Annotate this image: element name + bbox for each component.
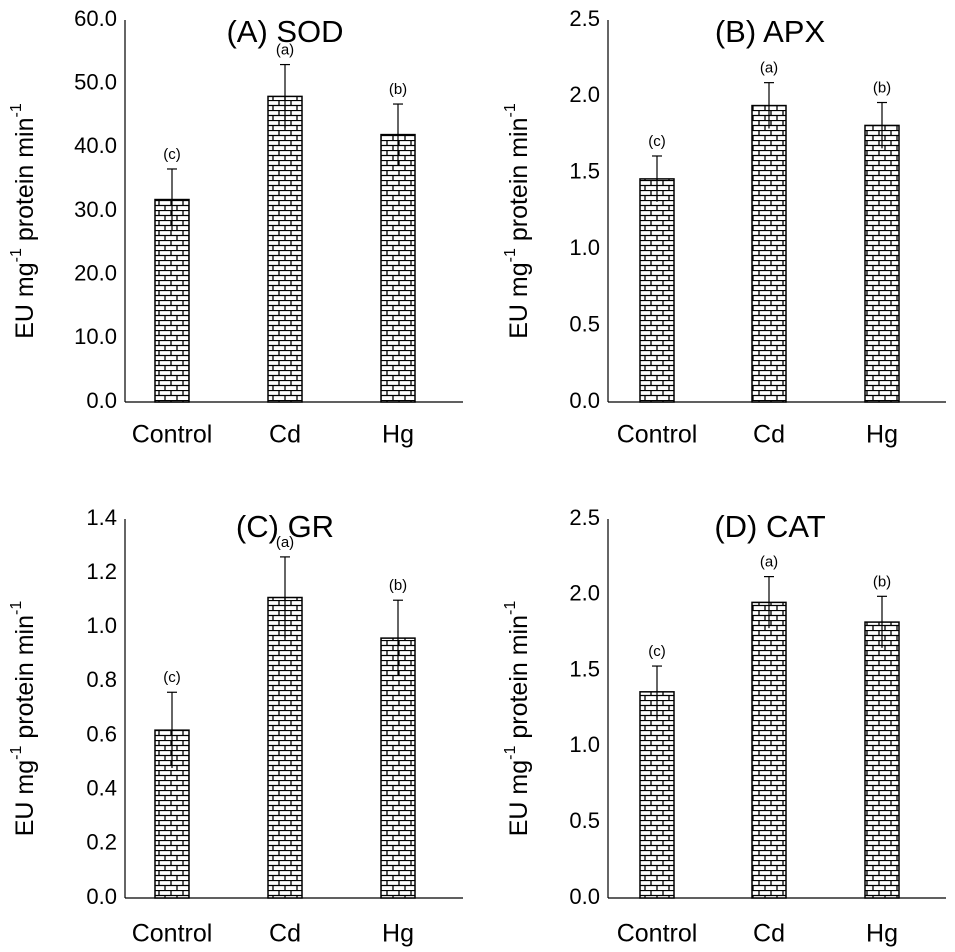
significance-label: (c) (163, 146, 181, 163)
significance-label: (c) (163, 669, 181, 686)
chart-panel-3: (C) GR EU mg-1 protein min-1 0.0 0.2 0.4 0.6 0… (8, 505, 463, 948)
significance-label: (b) (389, 81, 407, 98)
y-tick-label: 0.8 (86, 667, 117, 692)
y-tick-label: 0.0 (86, 884, 117, 909)
y-tick-label: 0.4 (86, 776, 117, 801)
y-tick-label: 1.2 (86, 559, 117, 584)
significance-label: (a) (276, 534, 294, 551)
y-tick-label: 20.0 (74, 260, 117, 285)
y-axis-label: EU mg-1 protein min-1 (502, 601, 532, 837)
bar-control (639, 178, 675, 403)
bar-control (154, 198, 190, 403)
bar-hg (380, 133, 416, 403)
x-tick-label: Cd (269, 920, 301, 948)
y-tick-label: 40.0 (74, 133, 117, 158)
y-tick-label: 1.4 (86, 505, 117, 530)
y-tick-label: 1.5 (569, 656, 600, 681)
bar-hg (864, 124, 900, 403)
x-tick-label: Cd (753, 421, 785, 449)
y-axis-label: EU mg-1 protein min-1 (8, 601, 38, 837)
significance-label: (a) (760, 60, 778, 77)
y-tick-label: 1.5 (569, 159, 600, 184)
significance-label: (b) (873, 573, 891, 590)
x-tick-label: Hg (866, 920, 898, 948)
significance-label: (a) (276, 42, 294, 59)
bar-cd (751, 601, 787, 899)
x-tick-label: Cd (753, 920, 785, 948)
y-tick-label: 1.0 (569, 732, 600, 757)
y-tick-label: 0.5 (569, 311, 600, 336)
x-tick-label: Control (617, 920, 698, 948)
chart-title: (B) APX (715, 14, 826, 49)
y-tick-label: 0.0 (86, 388, 117, 413)
x-tick-label: Control (132, 421, 213, 449)
significance-label: (b) (389, 577, 407, 594)
chart-panel-2: (B) APX EU mg-1 protein min-1 0.0 0.5 1.0 1.5… (502, 6, 946, 449)
chart-title: (C) GR (236, 509, 334, 544)
x-tick-label: Control (617, 421, 698, 449)
chart-title: (D) CAT (714, 509, 825, 544)
significance-label: (c) (648, 643, 666, 660)
x-tick-label: Hg (382, 920, 414, 948)
x-tick-label: Cd (269, 421, 301, 449)
y-tick-label: 2.0 (569, 581, 600, 606)
chart-panel-4: (D) CAT EU mg-1 protein min-1 0.0 0.5 1.0 1.5… (502, 505, 946, 948)
y-tick-label: 0.0 (569, 388, 600, 413)
significance-label: (a) (760, 554, 778, 571)
y-tick-label: 2.5 (569, 505, 600, 530)
y-tick-label: 60.0 (74, 6, 117, 31)
y-tick-label: 1.0 (569, 235, 600, 260)
bar-cd (267, 95, 303, 403)
y-tick-label: 30.0 (74, 197, 117, 222)
chart-panel-1: (A) SOD EU mg-1 protein min-1 0.0 10.0 20.0 3… (8, 6, 463, 449)
y-tick-label: 10.0 (74, 324, 117, 349)
significance-label: (b) (873, 79, 891, 96)
y-axis-label: EU mg-1 protein min-1 (502, 103, 532, 339)
y-tick-label: 2.0 (569, 82, 600, 107)
significance-label: (c) (648, 133, 666, 150)
y-tick-label: 1.0 (86, 613, 117, 638)
y-tick-label: 2.5 (569, 6, 600, 31)
y-tick-label: 0.5 (569, 808, 600, 833)
x-tick-label: Hg (866, 421, 898, 449)
y-tick-label: 0.2 (86, 830, 117, 855)
x-tick-label: Control (132, 920, 213, 948)
x-tick-label: Hg (382, 421, 414, 449)
bar-cd (751, 104, 787, 403)
y-tick-label: 0.6 (86, 721, 117, 746)
y-tick-label: 0.0 (569, 884, 600, 909)
y-axis-label: EU mg-1 protein min-1 (8, 103, 38, 339)
y-tick-label: 50.0 (74, 69, 117, 94)
chart-title: (A) SOD (226, 14, 343, 49)
bar-control (639, 691, 675, 899)
bar-cd (267, 596, 303, 899)
bar-hg (380, 637, 416, 899)
bar-hg (864, 621, 900, 899)
